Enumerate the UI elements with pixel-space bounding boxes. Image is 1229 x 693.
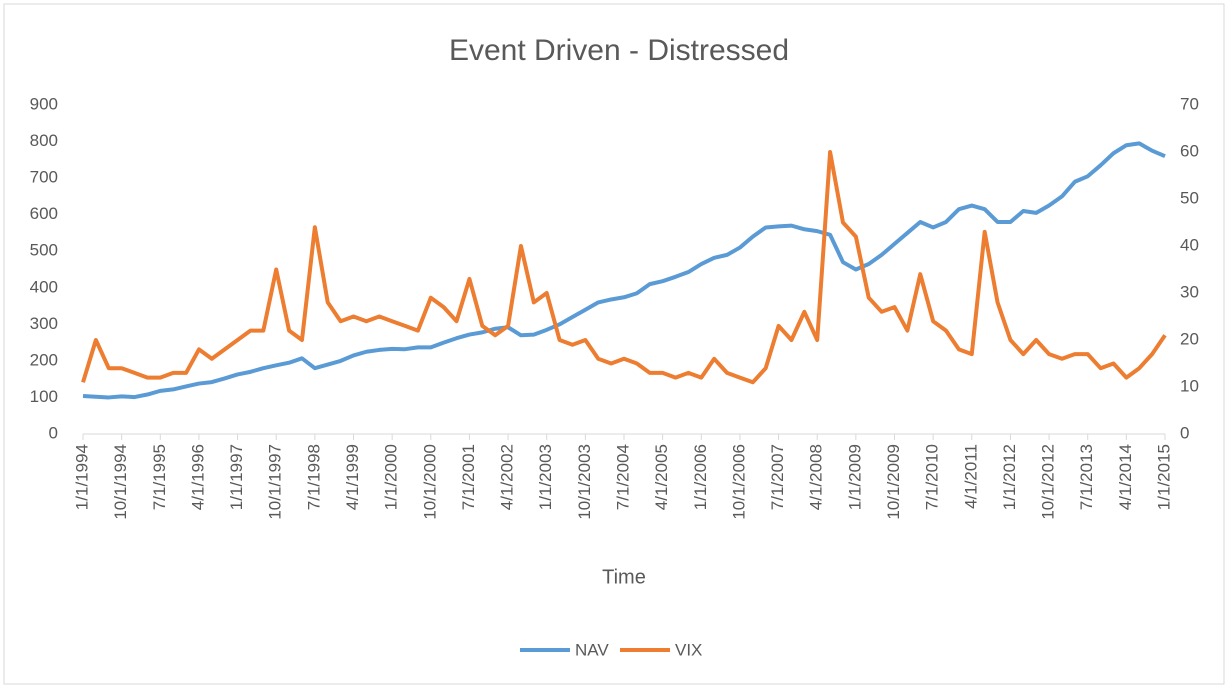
chart-border — [3, 3, 1225, 685]
x-tick-label: 1/1/2015 — [1154, 444, 1173, 510]
x-tick-label: 1/1/2000 — [382, 444, 401, 510]
x-tick-label: 1/1/2006 — [691, 444, 710, 510]
legend-label: VIX — [675, 640, 702, 659]
y-tick-label: 900 — [30, 94, 58, 113]
x-tick-label: 7/1/1998 — [304, 444, 323, 510]
y-tick-label: 800 — [30, 131, 58, 150]
series-line — [82, 141, 1166, 400]
x-tick-label: 10/1/2003 — [575, 444, 594, 520]
x-tick-label: 7/1/1995 — [150, 444, 169, 510]
y-tick-label: 0 — [49, 423, 58, 442]
y-tick-label: 200 — [30, 350, 58, 369]
y-tick-label: 100 — [30, 387, 58, 406]
series-line — [81, 150, 1167, 385]
x-tick-label: 7/1/2013 — [1077, 444, 1096, 510]
x-tick-label: 1/1/2009 — [845, 444, 864, 510]
y2-tick-label: 10 — [1180, 376, 1199, 395]
y-tick-label: 400 — [30, 277, 58, 296]
x-tick-label: 7/1/2007 — [768, 444, 787, 510]
y-tick-label: 600 — [30, 204, 58, 223]
x-tick-label: 7/1/2010 — [923, 444, 942, 510]
x-tick-label: 4/1/2011 — [961, 444, 980, 509]
y2-tick-label: 70 — [1180, 94, 1199, 113]
x-tick-label: 1/1/1997 — [227, 444, 246, 510]
x-tick-label: 4/1/2008 — [807, 444, 826, 510]
x-tick-label: 10/1/1997 — [266, 444, 285, 520]
y-tick-label: 300 — [30, 314, 58, 333]
x-tick-label: 10/1/1994 — [111, 444, 130, 520]
y-tick-label: 700 — [30, 168, 58, 187]
x-tick-label: 1/1/1994 — [72, 444, 91, 510]
y2-tick-label: 50 — [1180, 188, 1199, 207]
x-tick-label: 7/1/2001 — [459, 444, 478, 510]
x-tick-label: 10/1/2000 — [420, 444, 439, 520]
y2-tick-label: 40 — [1180, 235, 1199, 254]
x-tick-label: 10/1/2012 — [1039, 444, 1058, 520]
x-tick-label: 10/1/2009 — [884, 444, 903, 520]
y2-tick-label: 60 — [1180, 141, 1199, 160]
x-tick-label: 10/1/2006 — [729, 444, 748, 520]
y2-tick-label: 20 — [1180, 329, 1199, 348]
x-tick-label: 4/1/2014 — [1116, 444, 1135, 510]
x-axis-label: Time — [602, 566, 646, 588]
x-tick-label: 4/1/2005 — [652, 444, 671, 510]
x-tick-label: 4/1/1999 — [343, 444, 362, 510]
x-tick-label: 1/1/2003 — [536, 444, 555, 510]
y2-tick-label: 0 — [1180, 423, 1189, 442]
y-tick-label: 500 — [30, 241, 58, 260]
x-tick-label: 1/1/2012 — [1000, 444, 1019, 510]
x-tick-label: 4/1/1996 — [188, 444, 207, 510]
x-tick-label: 4/1/2002 — [498, 444, 517, 510]
y2-tick-label: 30 — [1180, 282, 1199, 301]
legend-label: NAV — [575, 640, 609, 659]
x-tick-label: 7/1/2004 — [613, 444, 632, 510]
chart-title: Event Driven - Distressed — [449, 34, 789, 67]
